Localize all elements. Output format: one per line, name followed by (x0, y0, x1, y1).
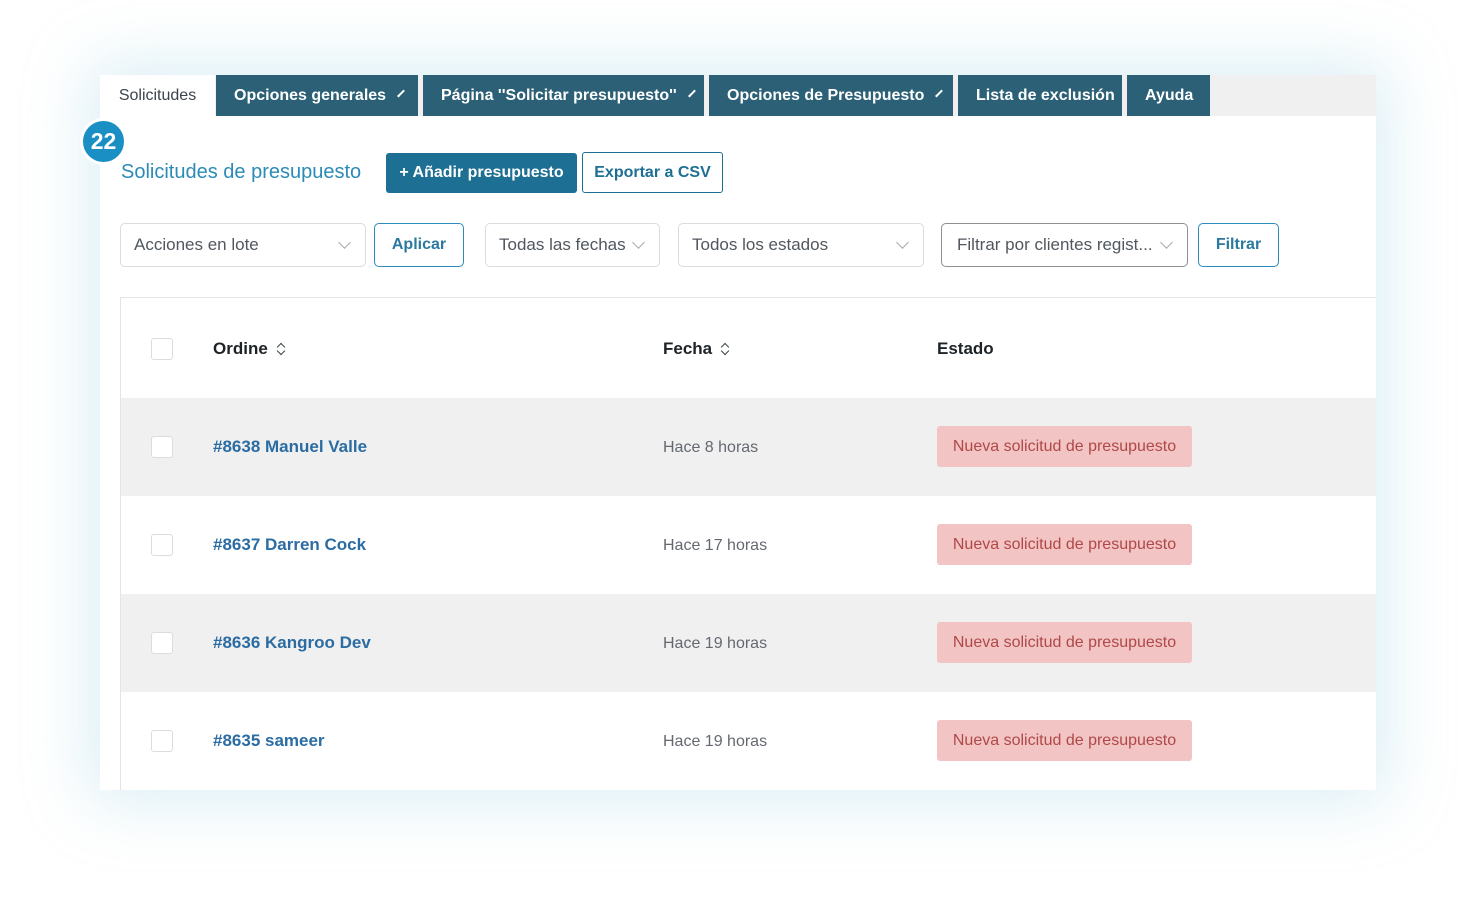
page-title: Solicitudes de presupuesto (121, 161, 362, 183)
status-badge: Nueva solicitud de presupuesto (937, 720, 1192, 761)
date-filter-select[interactable]: Todas las fechas (485, 223, 660, 267)
status-badge: Nueva solicitud de presupuesto (937, 622, 1192, 663)
select-value: Todos los estados (692, 235, 829, 254)
column-header-date[interactable]: Fecha (663, 339, 729, 359)
table-row: #8636 Kangroo Dev Hace 19 horas Nueva so… (121, 594, 1376, 692)
tab-label: Opciones generales (234, 86, 387, 104)
step-badge: 22 (80, 118, 127, 165)
sort-icon (277, 343, 285, 355)
column-label: Estado (937, 339, 994, 358)
order-date: Hace 19 horas (663, 733, 768, 750)
row-checkbox[interactable] (151, 730, 173, 752)
status-filter-select[interactable]: Todos los estados (678, 223, 924, 267)
order-date: Hace 17 horas (663, 537, 768, 554)
sort-icon (721, 343, 729, 355)
column-label: Ordine (213, 339, 268, 358)
select-value: Acciones en lote (134, 235, 259, 254)
status-badge: Nueva solicitud de presupuesto (937, 426, 1192, 467)
status-badge: Nueva solicitud de presupuesto (937, 524, 1192, 565)
add-quote-button[interactable]: + Añadir presupuesto (386, 153, 577, 193)
export-csv-button[interactable]: Exportar a CSV (582, 152, 723, 193)
chevron-down-icon (896, 236, 909, 249)
select-value: Filtrar por clientes regist... (957, 235, 1153, 254)
chevron-down-icon (687, 89, 696, 97)
tab-pagina-solicitar-presupuesto[interactable]: Página ''Solicitar presupuesto'' (423, 75, 704, 116)
tab-solicitudes[interactable]: Solicitudes (100, 75, 215, 116)
chevron-down-icon (935, 89, 944, 97)
tab-bar: Solicitudes Opciones generales Página ''… (100, 75, 1376, 116)
column-label: Fecha (663, 339, 713, 358)
tab-label: Lista de exclusión (976, 86, 1115, 104)
bulk-actions-select[interactable]: Acciones en lote (120, 223, 366, 267)
tab-ayuda[interactable]: Ayuda (1127, 75, 1210, 116)
apply-button[interactable]: Aplicar (374, 223, 464, 267)
table-header: Ordine Fecha Estado (121, 298, 1376, 398)
chevron-down-icon (632, 236, 645, 249)
order-date: Hace 19 horas (663, 635, 768, 652)
quote-requests-panel: Solicitudes Opciones generales Página ''… (100, 75, 1376, 790)
order-link[interactable]: #8636 Kangroo Dev (213, 633, 371, 652)
table-row: #8635 sameer Hace 19 horas Nueva solicit… (121, 692, 1376, 790)
chevron-down-icon (397, 89, 405, 97)
order-date: Hace 8 horas (663, 439, 759, 456)
row-checkbox[interactable] (151, 436, 173, 458)
select-value: Todas las fechas (499, 235, 626, 254)
filter-button[interactable]: Filtrar (1198, 223, 1279, 267)
quotes-table: Ordine Fecha Estado #8638 Manuel Valle H… (120, 297, 1376, 790)
order-link[interactable]: #8635 sameer (213, 731, 325, 750)
chevron-down-icon (338, 236, 351, 249)
table-row: #8638 Manuel Valle Hace 8 horas Nueva so… (121, 398, 1376, 496)
tab-label: Opciones de Presupuesto (727, 86, 925, 104)
tab-label: Página ''Solicitar presupuesto'' (441, 86, 677, 104)
select-all-checkbox[interactable] (151, 338, 173, 360)
row-checkbox[interactable] (151, 534, 173, 556)
tab-label: Solicitudes (118, 86, 197, 104)
order-link[interactable]: #8638 Manuel Valle (213, 437, 368, 456)
column-header-order[interactable]: Ordine (213, 339, 285, 359)
table-row: #8637 Darren Cock Hace 17 horas Nueva so… (121, 496, 1376, 594)
tab-label: Ayuda (1145, 86, 1194, 104)
customer-filter-select[interactable]: Filtrar por clientes regist... (941, 223, 1188, 267)
tab-opciones-de-presupuesto[interactable]: Opciones de Presupuesto (709, 75, 953, 116)
tab-opciones-generales[interactable]: Opciones generales (216, 75, 418, 116)
row-checkbox[interactable] (151, 632, 173, 654)
order-link[interactable]: #8637 Darren Cock (213, 535, 367, 554)
tab-lista-de-exclusion[interactable]: Lista de exclusión (958, 75, 1122, 116)
column-header-status: Estado (937, 339, 994, 359)
chevron-down-icon (1160, 236, 1173, 249)
